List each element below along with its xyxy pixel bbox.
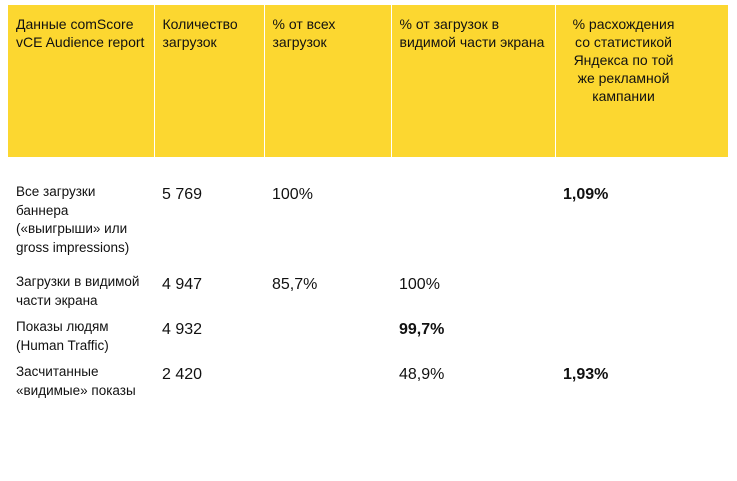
row-label: Все загрузки баннера («выигрыши» или gro… bbox=[16, 184, 130, 255]
stats-table-container: Данные comScore vCE Audience report Коли… bbox=[8, 5, 728, 406]
header-load-count-label: Количество загрузок bbox=[162, 16, 238, 50]
table-row: Показы людям (Human Traffic) 4 932 99,7% bbox=[8, 310, 728, 355]
header-pct-diff: % расхождения со статистикой Яндекса по … bbox=[555, 5, 728, 157]
header-pct-all: % от всех загрузок bbox=[264, 5, 392, 157]
row-pct-visible: 100% bbox=[399, 276, 440, 293]
table-row: Все загрузки баннера («выигрыши» или gro… bbox=[8, 157, 728, 265]
row-pct-diff bbox=[555, 265, 728, 310]
row-pct-visible: 99,7% bbox=[399, 321, 445, 338]
header-pct-visible: % от загрузок в видимой части экрана bbox=[391, 5, 556, 157]
header-pct-diff-label: % расхождения со статистикой Яндекса по … bbox=[572, 16, 675, 104]
table-row: Загрузки в видимой части экрана 4 947 85… bbox=[8, 265, 728, 310]
header-data-source-label: Данные comScore vCE Audience report bbox=[16, 16, 145, 50]
row-pct-all: 100% bbox=[272, 186, 313, 203]
row-pct-all: 85,7% bbox=[272, 276, 318, 293]
row-pct-diff bbox=[555, 310, 728, 355]
row-pct-diff: 1,93% bbox=[563, 366, 609, 383]
row-pct-visible: 48,9% bbox=[399, 366, 445, 383]
header-pct-all-label: % от всех загрузок bbox=[272, 16, 336, 50]
row-pct-all bbox=[264, 355, 391, 406]
header-data-source: Данные comScore vCE Audience report bbox=[8, 5, 155, 157]
row-label: Загрузки в видимой части экрана bbox=[16, 274, 140, 308]
comscore-stats-table: Данные comScore vCE Audience report Коли… bbox=[8, 5, 728, 406]
row-label: Показы людям (Human Traffic) bbox=[16, 319, 109, 353]
row-pct-diff: 1,09% bbox=[563, 186, 609, 203]
row-count: 4 932 bbox=[162, 321, 203, 338]
row-count: 5 769 bbox=[162, 186, 203, 203]
row-count: 4 947 bbox=[162, 276, 203, 293]
header-load-count: Количество загрузок bbox=[154, 5, 265, 157]
table-row: Засчитанные «видимые» показы 2 420 48,9%… bbox=[8, 355, 728, 406]
table-header-row: Данные comScore vCE Audience report Коли… bbox=[8, 5, 728, 157]
row-label: Засчитанные «видимые» показы bbox=[16, 364, 136, 398]
row-pct-visible bbox=[391, 157, 555, 265]
row-pct-all bbox=[264, 310, 391, 355]
header-pct-visible-label: % от загрузок в видимой части экрана bbox=[399, 16, 545, 50]
row-count: 2 420 bbox=[162, 366, 203, 383]
